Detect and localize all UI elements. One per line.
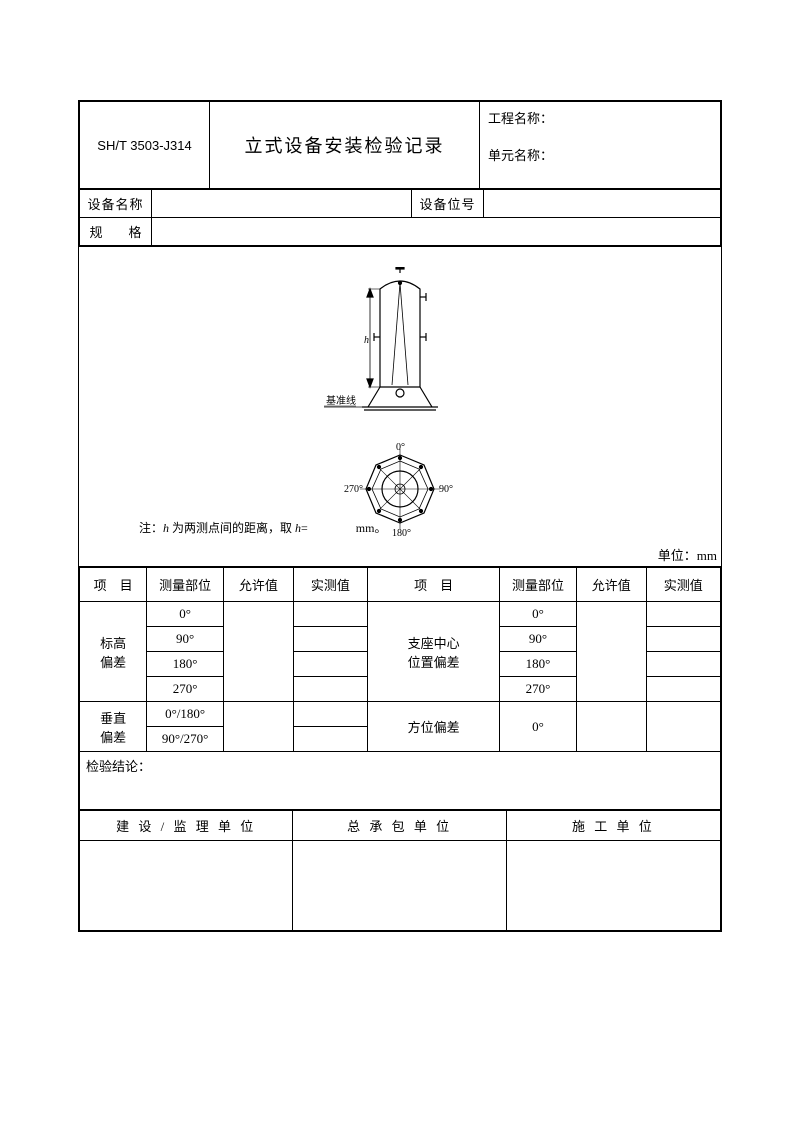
project-name-label: 工程名称： (488, 108, 712, 127)
header-table: SH/T 3503-J314 立式设备安装检验记录 工程名称： 单元名称： (79, 101, 721, 189)
header-row: SH/T 3503-J314 立式设备安装检验记录 工程名称： 单元名称： (80, 102, 721, 189)
meas-cell (646, 702, 720, 752)
support-l2: 位置偏差 (408, 655, 460, 670)
pos-cell: 0°/180° (147, 702, 224, 727)
project-info-cell: 工程名称： 单元名称： (480, 102, 721, 189)
meas-cell (646, 677, 720, 702)
equip-no-label: 设备位号 (412, 190, 484, 218)
pos-cell: 0° (147, 602, 224, 627)
allow-cell (224, 702, 294, 752)
col-item-left: 项 目 (80, 568, 147, 602)
equip-no-value (484, 190, 721, 218)
pos-cell: 90° (500, 627, 577, 652)
data-table: 项 目 测量部位 允许值 实测值 项 目 测量部位 允许值 实测值 标高 偏差 … (79, 567, 721, 810)
info-table: 设备名称 设备位号 规 格 (79, 189, 721, 246)
meas-cell (293, 727, 367, 752)
sig-construct-label: 施 工 单 位 (506, 811, 720, 841)
doc-title: 立式设备安装检验记录 (210, 102, 480, 189)
sig-general-label: 总 承 包 单 位 (293, 811, 506, 841)
table-row: 垂直 偏差 0°/180° 方位偏差 0° (80, 702, 721, 727)
support-dev-label: 支座中心 位置偏差 (368, 602, 500, 702)
note-line: 注：h 为两测点间的距离，取 h= mm。 (139, 519, 386, 536)
conclusion-cell: 检验结论： (80, 752, 721, 810)
pos-cell: 0° (500, 602, 577, 627)
equip-name-label: 设备名称 (80, 190, 152, 218)
pos-cell: 90°/270° (147, 727, 224, 752)
angle-0: 0° (396, 442, 405, 453)
angle-90: 90° (439, 484, 453, 495)
orient-dev-label: 方位偏差 (368, 702, 500, 752)
meas-cell (293, 602, 367, 627)
col-item-right: 项 目 (368, 568, 500, 602)
col-meas-right: 实测值 (646, 568, 720, 602)
pos-cell: 270° (500, 677, 577, 702)
elev-l1: 标高 (100, 636, 126, 651)
equip-row: 设备名称 设备位号 (80, 190, 721, 218)
baseline-label: 基准线 (326, 394, 356, 407)
diagram-table: h 基准线 (79, 246, 721, 567)
pos-cell: 180° (500, 652, 577, 677)
conclusion-row: 检验结论： (80, 752, 721, 810)
pos-cell: 0° (500, 702, 577, 752)
allow-cell (224, 602, 294, 702)
spec-label: 规 格 (80, 218, 152, 246)
spec-row: 规 格 (80, 218, 721, 246)
sig-construct-area (506, 841, 720, 931)
sig-owner-label: 建 设 / 监 理 单 位 (80, 811, 293, 841)
meas-cell (646, 627, 720, 652)
equip-name-value (152, 190, 412, 218)
sig-header-row: 建 设 / 监 理 单 位 总 承 包 单 位 施 工 单 位 (80, 811, 721, 841)
diagram-area: h 基准线 (79, 247, 721, 567)
data-header-row: 项 目 测量部位 允许值 实测值 项 目 测量部位 允许值 实测值 (80, 568, 721, 602)
sig-general-area (293, 841, 506, 931)
meas-cell (646, 602, 720, 627)
pos-cell: 270° (147, 677, 224, 702)
meas-cell (293, 652, 367, 677)
sig-area-row (80, 841, 721, 931)
allow-cell (576, 602, 646, 702)
svg-text:h: h (364, 335, 369, 346)
vessel-side-svg: h 基准线 (310, 267, 490, 437)
unit-label: 单位：mm (658, 545, 717, 564)
support-l1: 支座中心 (408, 636, 460, 651)
note-text1: 为两测点间的距离，取 (169, 521, 295, 535)
unit-name-label: 单元名称： (488, 145, 712, 164)
pos-cell: 180° (147, 652, 224, 677)
meas-cell (293, 627, 367, 652)
meas-cell (293, 677, 367, 702)
vert-l2: 偏差 (100, 730, 126, 745)
elev-l2: 偏差 (100, 655, 126, 670)
vert-l1: 垂直 (100, 711, 126, 726)
doc-code: SH/T 3503-J314 (80, 102, 210, 189)
note-text2: = mm。 (301, 521, 386, 535)
col-allow-left: 允许值 (224, 568, 294, 602)
form-container: SH/T 3503-J314 立式设备安装检验记录 工程名称： 单元名称： 设备… (78, 100, 722, 932)
angle-270: 270° (344, 484, 363, 495)
meas-cell (293, 702, 367, 727)
elev-dev-label: 标高 偏差 (80, 602, 147, 702)
col-pos-left: 测量部位 (147, 568, 224, 602)
col-allow-right: 允许值 (576, 568, 646, 602)
conclusion-label: 检验结论： (86, 759, 151, 774)
signature-table: 建 设 / 监 理 单 位 总 承 包 单 位 施 工 单 位 (79, 810, 721, 931)
allow-cell (576, 702, 646, 752)
spec-value (152, 218, 721, 246)
sig-owner-area (80, 841, 293, 931)
pos-cell: 90° (147, 627, 224, 652)
meas-cell (646, 652, 720, 677)
vert-dev-label: 垂直 偏差 (80, 702, 147, 752)
col-meas-left: 实测值 (293, 568, 367, 602)
table-row: 标高 偏差 0° 支座中心 位置偏差 0° (80, 602, 721, 627)
col-pos-right: 测量部位 (500, 568, 577, 602)
note-prefix: 注： (139, 521, 163, 535)
angle-180: 180° (392, 528, 411, 539)
